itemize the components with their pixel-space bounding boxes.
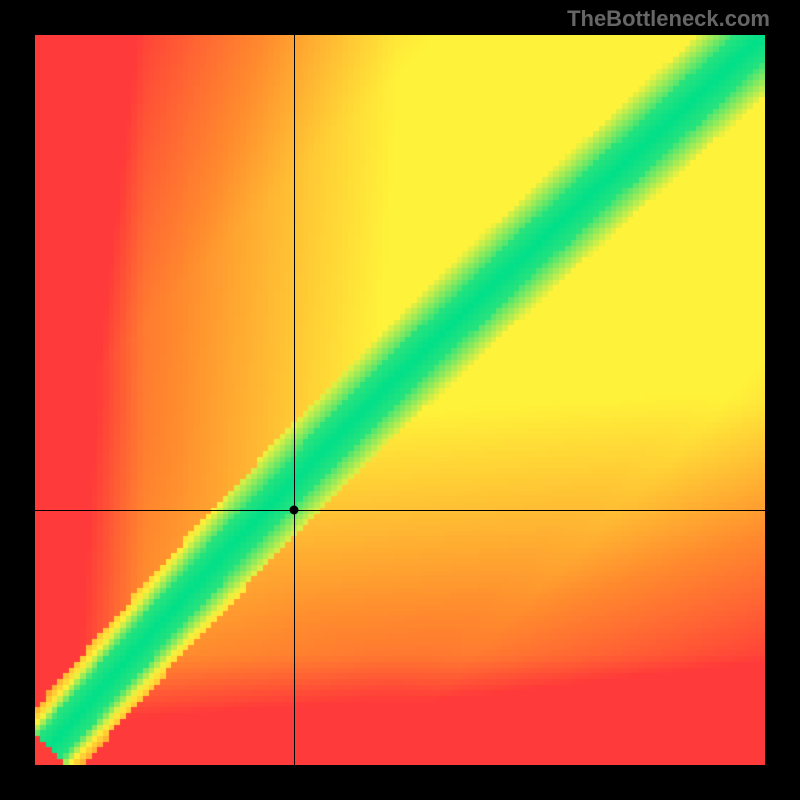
watermark-text: TheBottleneck.com: [567, 6, 770, 32]
crosshair-vertical: [294, 35, 295, 765]
marker-dot: [290, 505, 299, 514]
heatmap-canvas: [35, 35, 765, 765]
figure-frame: TheBottleneck.com: [0, 0, 800, 800]
heatmap-plot: [35, 35, 765, 765]
crosshair-horizontal: [35, 510, 765, 511]
